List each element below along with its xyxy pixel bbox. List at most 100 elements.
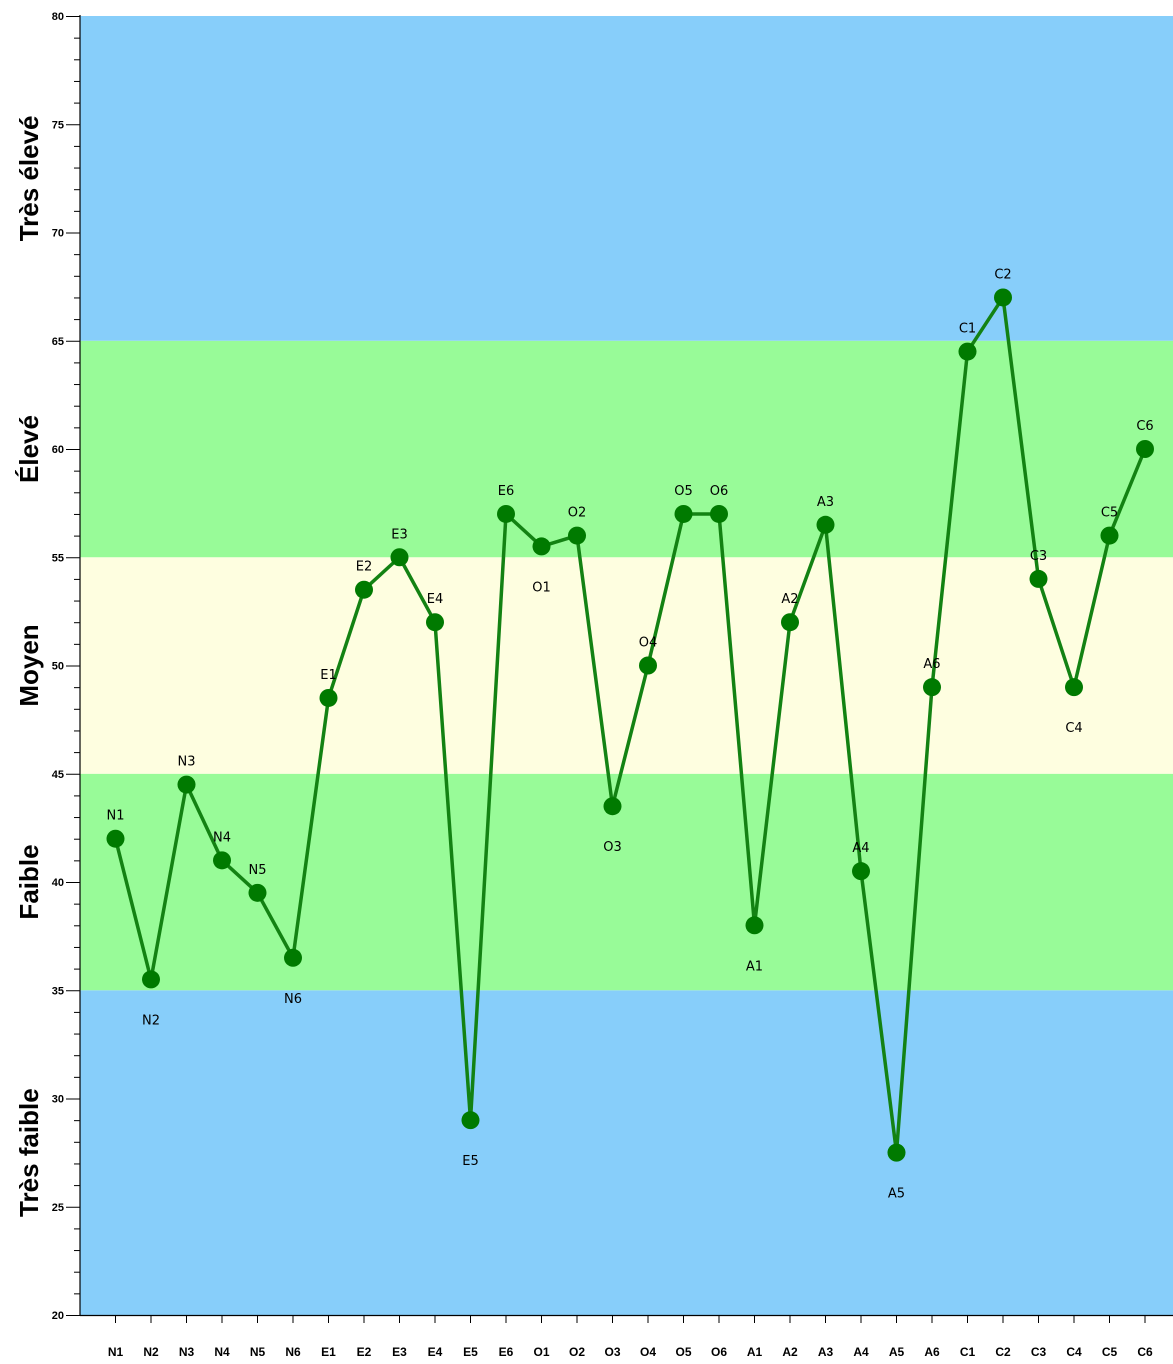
data-point [461, 1111, 480, 1130]
x-tick-label: E6 [499, 1345, 514, 1359]
x-tick-label: E2 [357, 1345, 372, 1359]
x-tick-label: O4 [640, 1345, 656, 1359]
data-point [355, 580, 373, 599]
band-label-2: Moyen [14, 624, 44, 706]
x-tick-label: N5 [250, 1345, 266, 1359]
data-point [816, 515, 835, 534]
x-tick-label: A6 [924, 1345, 940, 1359]
point-label: O6 [710, 484, 729, 499]
point-label: N2 [142, 1013, 160, 1028]
data-point [639, 656, 657, 675]
data-point [781, 613, 799, 632]
x-axis: N1 N2 N3 N4 N5 N6 E1 E2 E3 E4 E5 E6 O1 O2 O3 O4 O5 O6 A1 A2… [80, 1314, 1173, 1359]
point-label: C4 [1065, 721, 1082, 736]
x-tick-label: C6 [1137, 1345, 1153, 1359]
point-label: E4 [427, 592, 444, 607]
data-point [319, 688, 338, 707]
data-point [284, 948, 302, 967]
data-point [177, 775, 196, 794]
point-label: E5 [462, 1154, 479, 1169]
data-point [1100, 526, 1119, 545]
y-tick-label: 20 [52, 1310, 64, 1322]
x-tick-label: O5 [675, 1345, 691, 1359]
y-tick-label: 80 [52, 11, 64, 23]
x-tick-label: E5 [463, 1345, 478, 1359]
y-tick-label: 65 [52, 336, 64, 348]
point-label: O5 [674, 484, 693, 499]
data-point [497, 504, 515, 523]
series-line [113, 295, 1147, 1155]
point-label: E1 [320, 668, 337, 683]
point-label: A2 [781, 592, 798, 607]
x-tick-label: A4 [853, 1345, 869, 1359]
point-label: O4 [639, 636, 658, 651]
point-label: C5 [1101, 506, 1118, 521]
point-label: E6 [498, 484, 515, 499]
data-point [426, 613, 444, 632]
data-point [1029, 569, 1048, 588]
y-tick-label: 50 [52, 661, 64, 673]
data-point [142, 970, 160, 989]
band-label-1: Faible [14, 844, 44, 919]
x-tick-label: N6 [285, 1345, 301, 1359]
x-tick-label: O6 [711, 1345, 727, 1359]
x-tick-label: C3 [1031, 1345, 1047, 1359]
point-label: C1 [959, 322, 976, 337]
band-2 [80, 557, 1173, 774]
data-point [603, 797, 622, 816]
x-tick-label: E4 [428, 1345, 443, 1359]
y-tick-label: 60 [52, 444, 64, 456]
data-point [1065, 678, 1083, 697]
data-point [248, 883, 267, 902]
point-label: A4 [852, 841, 869, 856]
x-tick-label: A3 [818, 1345, 834, 1359]
point-label: O3 [603, 840, 622, 855]
point-label: C2 [994, 267, 1011, 282]
data-point [674, 504, 693, 523]
point-label: A3 [817, 495, 834, 510]
x-tick-label: C5 [1102, 1345, 1118, 1359]
x-tick-label: C1 [960, 1345, 976, 1359]
point-label: N4 [213, 830, 231, 845]
y-tick-label: 70 [52, 228, 64, 240]
y-tick-label: 25 [52, 1202, 64, 1214]
data-point [213, 851, 231, 870]
data-series [106, 288, 1154, 1162]
data-point [710, 504, 728, 523]
point-label: A6 [923, 657, 940, 672]
x-tick-label: N2 [143, 1345, 159, 1359]
x-tick-label: A5 [889, 1345, 905, 1359]
point-label: A1 [746, 959, 763, 974]
data-point [923, 678, 941, 697]
band-labels: Très faible Faible Moyen Élevé Très élevé [14, 115, 44, 1216]
x-tick-label: O3 [604, 1345, 620, 1359]
x-tick-label: E3 [392, 1345, 407, 1359]
data-point [745, 916, 764, 935]
point-label: O2 [568, 506, 587, 521]
data-point [958, 342, 977, 361]
point-label: N6 [284, 992, 302, 1007]
point-label: N3 [178, 755, 196, 770]
y-tick-label: 45 [52, 769, 64, 781]
point-label: A5 [888, 1187, 905, 1202]
band-0 [80, 990, 1173, 1315]
y-tick-label: 75 [52, 119, 64, 131]
x-tick-label: N3 [179, 1345, 195, 1359]
data-point [568, 526, 586, 545]
background-bands [80, 16, 1173, 1315]
band-3 [80, 340, 1173, 558]
data-point [852, 862, 870, 881]
band-1 [80, 773, 1173, 991]
x-tick-label: E1 [321, 1345, 336, 1359]
band-4 [80, 16, 1173, 341]
y-tick-label: 30 [52, 1094, 64, 1106]
point-label: N5 [249, 863, 267, 878]
point-label: E3 [391, 527, 408, 542]
point-label: C3 [1030, 549, 1047, 564]
y-axis: 20 25 30 35 40 45 50 55 60 65 70 75 80 [52, 11, 81, 1322]
data-point [994, 288, 1012, 307]
data-point [390, 548, 409, 567]
band-label-3: Élevé [14, 415, 44, 483]
x-tick-label: O1 [533, 1345, 549, 1359]
